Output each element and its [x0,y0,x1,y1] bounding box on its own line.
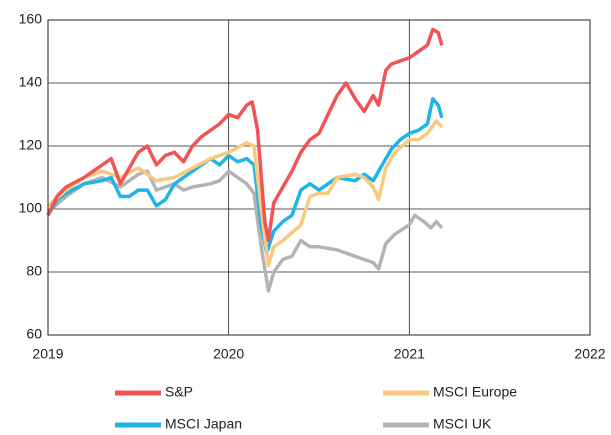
legend-label: S&P [165,384,193,400]
y-tick-label: 60 [26,326,42,342]
legend-label: MSCI UK [433,416,492,432]
y-tick-label: 80 [26,263,42,279]
x-tick-label: 2021 [394,346,425,362]
series-line [46,27,444,243]
x-tick-label: 2022 [574,346,605,362]
x-tick-label: 2019 [32,346,63,362]
y-tick-label: 100 [19,200,43,216]
legend-label: MSCI Europe [433,384,517,400]
x-tick-label: 2020 [213,346,244,362]
legend-label: MSCI Japan [165,416,242,432]
series-line [46,169,444,293]
series-line [46,119,444,268]
y-tick-label: 120 [19,137,43,153]
y-tick-label: 160 [19,11,43,27]
plot-frame [47,19,591,336]
y-tick-label: 140 [19,74,43,90]
